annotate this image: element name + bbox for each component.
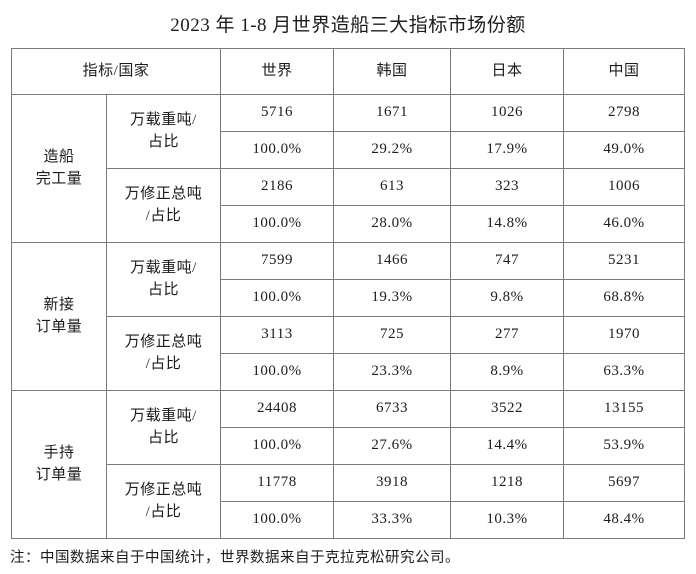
metric-label-cell-cgt: 万修正总吨 /占比 <box>105 316 222 391</box>
share-cell: 23.3% <box>333 353 452 391</box>
value-cell: 277 <box>450 316 565 354</box>
metric-label-cell-cgt: 万修正总吨 /占比 <box>105 168 222 243</box>
share-cell: 100.0% <box>220 501 335 539</box>
metric-label-line: 占比 <box>148 281 180 298</box>
metric-label-line: 占比 <box>148 429 180 446</box>
value-cell: 3522 <box>450 390 565 428</box>
share-cell: 28.0% <box>333 205 452 243</box>
value-cell: 1970 <box>563 316 686 354</box>
share-cell: 14.4% <box>450 427 565 465</box>
share-cell: 17.9% <box>450 131 565 169</box>
group-label-line: 订单量 <box>35 318 83 335</box>
metric-label-cell-cgt: 万修正总吨 /占比 <box>105 464 222 539</box>
table-row: 100.0% 23.3% 8.9% 63.3% <box>12 353 686 391</box>
table-row: 100.0% 28.0% 14.8% 46.0% <box>12 205 686 243</box>
table-row: 万修正总吨 /占比 3113 725 277 1970 <box>12 316 686 391</box>
header-cell-indicator-country: 指标/国家 <box>10 48 222 95</box>
share-cell: 53.9% <box>563 427 686 465</box>
table-row: 100.0% 29.2% 17.9% 49.0% <box>12 131 686 169</box>
share-cell: 33.3% <box>333 501 452 539</box>
value-cell: 1218 <box>450 464 565 502</box>
value-cell: 725 <box>333 316 452 354</box>
value-cell: 1006 <box>563 168 686 206</box>
table-row: 100.0% 27.6% 14.4% 53.9% <box>12 427 686 465</box>
value-cell: 747 <box>450 242 565 280</box>
metric-label-line: 万载重吨/ <box>130 111 197 128</box>
value-cell: 3113 <box>220 316 335 354</box>
value-cell: 613 <box>333 168 452 206</box>
value-cell: 11778 <box>220 464 335 502</box>
value-cell: 6733 <box>333 390 452 428</box>
share-cell: 19.3% <box>333 279 452 317</box>
metric-label-line: 万载重吨/ <box>130 259 197 276</box>
group-label-line: 完工量 <box>35 170 83 187</box>
share-cell: 14.8% <box>450 205 565 243</box>
share-cell: 27.6% <box>333 427 452 465</box>
header-cell-korea: 韩国 <box>333 48 452 95</box>
share-cell: 49.0% <box>563 131 686 169</box>
value-cell: 2798 <box>563 94 686 132</box>
share-cell: 29.2% <box>333 131 452 169</box>
metric-label-cell-dwt: 万载重吨/ 占比 <box>105 390 222 465</box>
metric-label-line: 万载重吨/ <box>130 407 197 424</box>
share-cell: 100.0% <box>220 205 335 243</box>
value-cell: 1671 <box>333 94 452 132</box>
source-note: 注：中国数据来自于中国统计，世界数据来自于克拉克松研究公司。 <box>10 550 460 566</box>
metric-label-line: 万修正总吨 <box>124 185 203 202</box>
value-cell: 3918 <box>333 464 452 502</box>
table-row: 万修正总吨 /占比 11778 3918 1218 5697 <box>12 464 686 539</box>
share-cell: 46.0% <box>563 205 686 243</box>
metric-label-line: 占比 <box>148 133 180 150</box>
share-cell: 100.0% <box>220 353 335 391</box>
metric-label-line: /占比 <box>145 355 182 372</box>
share-cell: 8.9% <box>450 353 565 391</box>
value-cell: 5231 <box>563 242 686 280</box>
share-cell: 63.3% <box>563 353 686 391</box>
value-cell: 5697 <box>563 464 686 502</box>
group-label-cell-completions: 造船 完工量 <box>11 94 107 243</box>
group-label-line: 造船 <box>43 148 75 165</box>
group-label-cell-order-backlog: 手持 订单量 <box>11 390 107 539</box>
share-cell: 100.0% <box>220 427 335 465</box>
value-cell: 5716 <box>220 94 335 132</box>
table-header-row: 指标/国家 世界 韩国 日本 中国 <box>10 48 686 95</box>
group-label-line: 手持 <box>43 444 75 461</box>
metric-label-line: 万修正总吨 <box>124 333 203 350</box>
table-row: 新接 订单量 万载重吨/ 占比 7599 1466 747 5231 <box>11 242 686 391</box>
share-cell: 100.0% <box>220 131 335 169</box>
table-row: 手持 订单量 万载重吨/ 占比 24408 6733 3522 13155 <box>11 390 686 539</box>
share-cell: 100.0% <box>220 279 335 317</box>
metric-label-line: 万修正总吨 <box>124 481 203 498</box>
share-cell: 48.4% <box>563 501 686 539</box>
value-cell: 2186 <box>220 168 335 206</box>
value-cell: 1026 <box>450 94 565 132</box>
metric-label-line: /占比 <box>145 503 182 520</box>
group-label-cell-new-orders: 新接 订单量 <box>11 242 107 391</box>
market-share-table: 指标/国家 世界 韩国 日本 中国 造船 完工量 万载重吨/ 占比 5716 1… <box>10 48 686 539</box>
value-cell: 1466 <box>333 242 452 280</box>
group-label-line: 新接 <box>43 296 75 313</box>
metric-label-line: /占比 <box>145 207 182 224</box>
value-cell: 13155 <box>563 390 686 428</box>
table-row: 万修正总吨 /占比 2186 613 323 1006 <box>12 168 686 243</box>
header-cell-japan: 日本 <box>450 48 565 95</box>
table-row: 100.0% 19.3% 9.8% 68.8% <box>12 279 686 317</box>
value-cell: 24408 <box>220 390 335 428</box>
table-row: 100.0% 33.3% 10.3% 48.4% <box>12 501 686 539</box>
share-cell: 9.8% <box>450 279 565 317</box>
value-cell: 323 <box>450 168 565 206</box>
metric-label-cell-dwt: 万载重吨/ 占比 <box>105 242 222 317</box>
share-cell: 68.8% <box>563 279 686 317</box>
header-cell-china: 中国 <box>563 48 686 95</box>
header-cell-world: 世界 <box>220 48 335 95</box>
table-row: 造船 完工量 万载重吨/ 占比 5716 1671 1026 2798 <box>11 94 686 243</box>
page-title: 2023 年 1-8 月世界造船三大指标市场份额 <box>170 15 526 36</box>
value-cell: 7599 <box>220 242 335 280</box>
share-cell: 10.3% <box>450 501 565 539</box>
group-label-line: 订单量 <box>35 466 83 483</box>
metric-label-cell-dwt: 万载重吨/ 占比 <box>105 94 222 169</box>
